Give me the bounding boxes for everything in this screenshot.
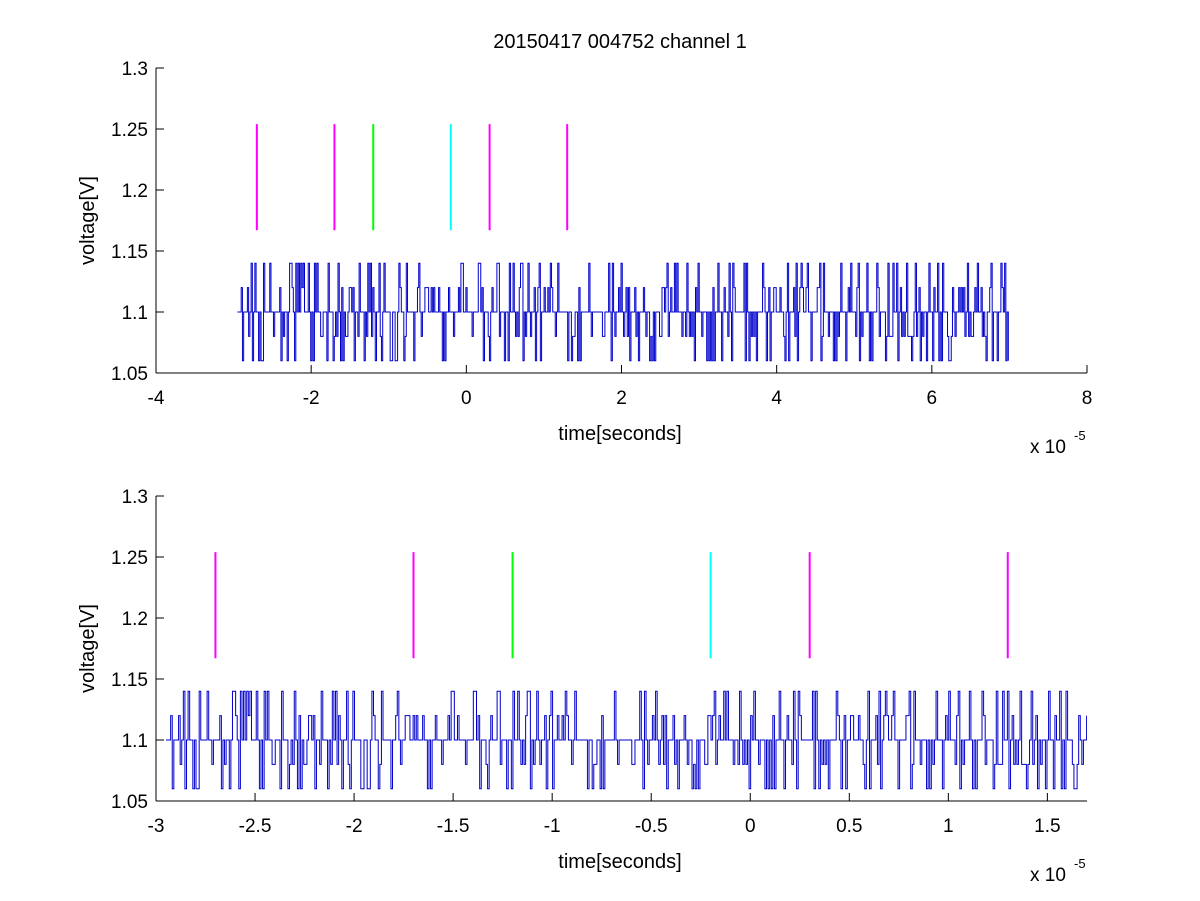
panel1-x-tick-label: 6 (927, 388, 938, 409)
panel1-x-exponent: -5 (1074, 428, 1086, 443)
panel2-y-tick-label: 1.2 (122, 609, 148, 630)
panel1-y-tick-label: 1.15 (111, 242, 148, 263)
panel2-x-tick-label: -2 (346, 816, 363, 837)
panel1-y-tick-label: 1.2 (122, 181, 148, 202)
panel1-x-exponent-label: x 10 (1030, 437, 1066, 458)
panel2-x-axis-label: time[seconds] (558, 851, 681, 873)
panel2-x-tick-label: -1.5 (437, 816, 470, 837)
chart-title: 20150417 004752 channel 1 (493, 31, 747, 53)
panel1-x-tick-label: 8 (1082, 388, 1093, 409)
panel2-x-exponent: -5 (1074, 856, 1086, 871)
panel2-y-tick-label: 1.3 (122, 487, 148, 508)
panel2-y-tick-label: 1.25 (111, 548, 148, 569)
panel1-signal-series (237, 262, 1009, 362)
panel1-axes: 1.05 1.1 1.15 1.2 1.25 1.3 -4 -2 0 2 4 6 8 time[secon… (77, 59, 1092, 458)
panel2-x-tick-label: -1 (544, 816, 561, 837)
panel2-x-tick-label: -0.5 (635, 816, 668, 837)
panel2-axes: 1.05 1.1 1.15 1.2 1.25 1.3 -3 -2.5 -2 -1.5 -1 -0.5 0… (77, 487, 1087, 886)
panel1-y-tick-label: 1.3 (122, 59, 148, 80)
panel2-x-tick-label: 1.5 (1034, 816, 1060, 837)
panel2-y-tick-label: 1.05 (111, 792, 148, 813)
panel2-y-tick-label: 1.1 (122, 731, 148, 752)
panel1-x-tick-label: 0 (461, 388, 472, 409)
panel1-y-axis-label: voltage[V] (77, 176, 99, 265)
panel1-x-axis-label: time[seconds] (558, 423, 681, 445)
panel1-y-tick-label: 1.05 (111, 364, 148, 385)
panel2-x-tick-label: 0.5 (836, 816, 862, 837)
panel1-x-tick-label: 4 (771, 388, 782, 409)
panel2-signal-series (165, 690, 1087, 790)
panel2-x-tick-label: -3 (148, 816, 165, 837)
panel2-x-tick-label: 0 (745, 816, 756, 837)
panel1-y-tick-label: 1.25 (111, 120, 148, 141)
panel2-x-exponent-label: x 10 (1030, 865, 1066, 886)
panel2-y-tick-label: 1.15 (111, 670, 148, 691)
panel2-y-axis-label: voltage[V] (77, 604, 99, 693)
panel1-y-tick-label: 1.1 (122, 303, 148, 324)
panel1-x-tick-label: 2 (616, 388, 627, 409)
panel1-x-tick-label: -2 (303, 388, 320, 409)
panel2-x-tick-label: -2.5 (239, 816, 272, 837)
panel1-x-tick-label: -4 (148, 388, 165, 409)
panel2-x-tick-label: 1 (943, 816, 954, 837)
